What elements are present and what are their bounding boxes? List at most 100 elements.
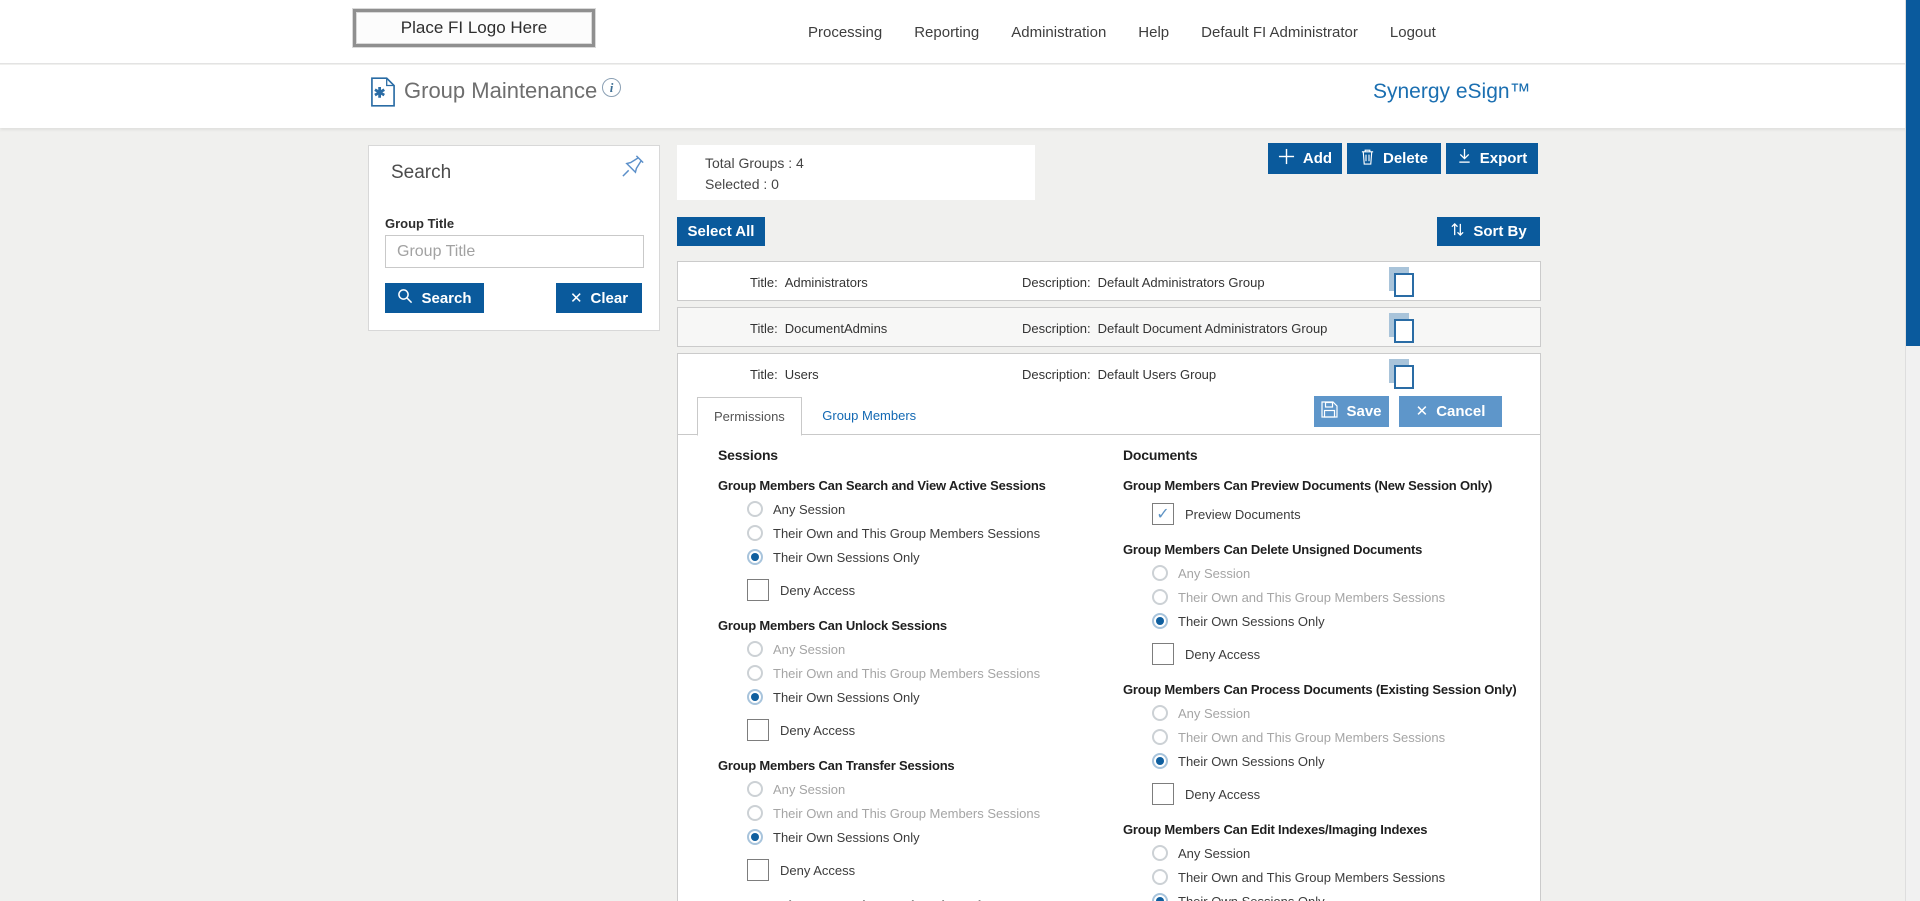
radio-option-row[interactable]: Their Own Sessions Only [1123,889,1530,901]
radio-button[interactable] [1152,893,1168,901]
group-select-checkbox[interactable] [1389,267,1416,298]
radio-option-row[interactable]: Their Own and This Group Members Session… [718,521,1123,545]
radio-option-row[interactable]: Any Session [718,777,1123,801]
radio-button[interactable] [747,549,763,565]
radio-option-row[interactable]: Their Own Sessions Only [718,545,1123,569]
radio-option-row[interactable]: Any Session [1123,841,1530,865]
checkbox[interactable] [747,859,769,881]
radio-button[interactable] [1152,845,1168,861]
save-button[interactable]: Save [1314,396,1389,427]
group-row-administrators[interactable]: Title: Administrators Description: Default… [677,261,1541,301]
radio-option-row[interactable]: Their Own and This Group Members Session… [718,801,1123,825]
sort-by-button[interactable]: Sort By [1437,217,1540,246]
nav-item-help[interactable]: Help [1138,23,1170,41]
radio-option-row[interactable]: Their Own and This Group Members Session… [1123,585,1530,609]
checkbox-option-row[interactable]: Deny Access [1123,781,1530,807]
checkbox-box [1394,273,1414,297]
checkbox[interactable] [747,719,769,741]
fi-logo-text: Place FI Logo Here [400,18,548,37]
tab-group-members[interactable]: Group Members [822,408,917,423]
checkbox[interactable] [1152,643,1174,665]
radio-option-row[interactable]: Any Session [718,637,1123,661]
group-select-checkbox[interactable] [1389,359,1416,390]
radio-button[interactable] [747,501,763,517]
option-label: Their Own Sessions Only [773,689,920,705]
checkbox-option-row[interactable]: ✓ Preview Documents [1123,501,1530,527]
radio-button[interactable] [1152,613,1168,629]
group-title-input[interactable] [385,235,644,268]
export-button[interactable]: Export [1446,143,1538,174]
radio-option-row[interactable]: Their Own and This Group Members Session… [1123,865,1530,889]
checkbox[interactable] [1152,783,1174,805]
permissions-panel: Sessions Group Members Can Search and Vie… [678,435,1540,901]
search-button[interactable]: Search [385,283,484,313]
radio-option-row[interactable]: Any Session [1123,701,1530,725]
checkbox-option-row[interactable]: Deny Access [718,577,1123,603]
radio-button[interactable] [1152,869,1168,885]
description-label: Description: [1022,321,1091,336]
selected-count-text: Selected : 0 [705,176,779,192]
tab-permissions[interactable]: Permissions [697,397,802,436]
radio-button[interactable] [747,805,763,821]
radio-button[interactable] [747,829,763,845]
checkbox[interactable]: ✓ [1152,503,1174,525]
pin-icon[interactable] [620,152,647,184]
nav-item-default-fi-administrator[interactable]: Default FI Administrator [1201,23,1358,41]
group-row-documentadmins[interactable]: Title: DocumentAdmins Description: Default… [677,307,1541,347]
option-label: Deny Access [780,722,856,738]
nav-item-logout[interactable]: Logout [1389,23,1436,41]
search-button-label: Search [421,289,472,307]
radio-option-row[interactable]: Their Own Sessions Only [1123,609,1530,633]
top-nav-menu: Processing Reporting Administration Help… [808,0,1436,64]
radio-button[interactable] [1152,589,1168,605]
checkbox-option-row[interactable]: Deny Access [1123,641,1530,667]
select-all-button[interactable]: Select All [677,217,765,246]
page-scrollbar[interactable] [1905,0,1920,901]
checkbox[interactable] [747,579,769,601]
add-button[interactable]: Add [1268,143,1342,174]
radio-option-row[interactable]: Any Session [718,497,1123,521]
group-row-users-header[interactable]: Title: Users Description: Default Users Gr… [678,354,1540,394]
group-title-field: Title: DocumentAdmins [750,321,887,336]
save-floppy-icon [1321,401,1339,422]
option-label: Their Own Sessions Only [1178,893,1325,901]
group-select-checkbox[interactable] [1389,313,1416,344]
permission-group-title: Group Members Can Unlock Sessions [718,618,947,633]
radio-option-row[interactable]: Their Own Sessions Only [1123,749,1530,773]
totals-box: Total Groups : 4 Selected : 0 [677,145,1035,200]
radio-button[interactable] [747,641,763,657]
option-label: Any Session [1178,705,1251,721]
radio-button[interactable] [747,781,763,797]
radio-button[interactable] [747,689,763,705]
checkbox-box [1394,319,1414,343]
radio-option-row[interactable]: Their Own Sessions Only [718,685,1123,709]
fi-logo-placeholder: Place FI Logo Here [353,9,595,47]
cancel-button[interactable]: ✕ Cancel [1399,396,1502,427]
search-panel: Search Group Title Search ✕ Clear [368,145,660,331]
download-icon [1457,148,1472,169]
option-label: Their Own Sessions Only [773,549,920,565]
checkbox-option-row[interactable]: Deny Access [718,857,1123,883]
checkbox-option-row[interactable]: Deny Access [718,717,1123,743]
scrollbar-thumb[interactable] [1906,0,1920,346]
radio-button[interactable] [1152,565,1168,581]
radio-button[interactable] [1152,705,1168,721]
nav-item-reporting[interactable]: Reporting [914,23,980,41]
radio-button[interactable] [1152,729,1168,745]
radio-option-row[interactable]: Their Own and This Group Members Session… [1123,725,1530,749]
radio-button[interactable] [747,525,763,541]
radio-button[interactable] [747,665,763,681]
export-button-label: Export [1479,150,1528,167]
clear-button[interactable]: ✕ Clear [556,283,642,313]
nav-item-processing[interactable]: Processing [808,23,883,41]
cancel-button-label: Cancel [1436,403,1486,420]
radio-button[interactable] [1152,753,1168,769]
delete-button[interactable]: Delete [1347,143,1441,174]
radio-option-row[interactable]: Any Session [1123,561,1530,585]
action-buttons: Add Delete Export [1268,143,1538,174]
info-icon[interactable]: i [602,78,621,97]
radio-option-row[interactable]: Their Own Sessions Only [718,825,1123,849]
radio-option-row[interactable]: Their Own and This Group Members Session… [718,661,1123,685]
nav-item-administration[interactable]: Administration [1011,23,1107,41]
group-row-users-expanded: Title: Users Description: Default Users Gr… [677,353,1541,901]
